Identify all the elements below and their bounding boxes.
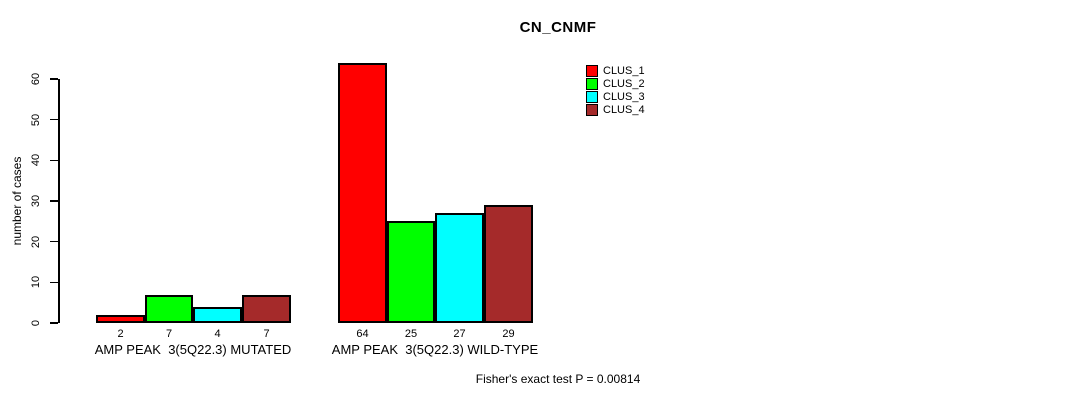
legend-swatch xyxy=(586,103,598,116)
legend-item: CLUS_3 xyxy=(586,90,645,103)
bar-clus_3-group1 xyxy=(193,307,242,323)
legend-item: CLUS_2 xyxy=(586,77,645,90)
y-tick-label: 60 xyxy=(30,72,42,86)
legend-label: CLUS_1 xyxy=(603,64,645,77)
y-tick xyxy=(50,159,58,162)
y-tick xyxy=(50,78,58,80)
chart-title: CN_CNMF xyxy=(519,19,597,36)
bar-clus_4-group2 xyxy=(484,205,533,323)
y-tick xyxy=(50,281,58,284)
y-tick xyxy=(50,322,58,324)
y-tick xyxy=(50,240,58,243)
y-tick-label: 40 xyxy=(30,154,42,167)
y-tick-label: 10 xyxy=(30,276,42,289)
y-axis-label: number of cases xyxy=(10,156,24,246)
bar-value-label: 25 xyxy=(404,328,418,340)
bar-value-label: 7 xyxy=(263,328,270,340)
legend-swatch xyxy=(586,90,598,103)
y-axis-line xyxy=(58,79,60,323)
bar-clus_1-group2 xyxy=(338,63,387,323)
y-tick-label: 50 xyxy=(30,113,42,126)
legend-label: CLUS_3 xyxy=(603,90,645,103)
bar-clus_2-group1 xyxy=(145,295,193,323)
y-tick xyxy=(50,118,58,121)
y-tick xyxy=(50,200,58,202)
bar-clus_1-group1 xyxy=(96,315,145,323)
bar-clus_4-group1 xyxy=(242,295,291,323)
y-tick-label: 20 xyxy=(30,235,42,248)
category-label: AMP PEAK 3(5Q22.3) MUTATED xyxy=(94,342,292,357)
bar-clus_2-group2 xyxy=(387,221,435,323)
legend-label: CLUS_4 xyxy=(603,103,645,116)
legend: CLUS_1 CLUS_2 CLUS_3 CLUS_4 xyxy=(586,64,645,116)
footnote-fisher-test: Fisher's exact test P = 0.00814 xyxy=(475,372,641,386)
bar-value-label: 4 xyxy=(214,328,221,340)
y-tick-label: 0 xyxy=(30,319,42,327)
legend-label: CLUS_2 xyxy=(603,77,645,90)
bar-value-label: 64 xyxy=(356,328,369,340)
legend-item: CLUS_1 xyxy=(586,64,645,77)
bar-value-label: 7 xyxy=(165,328,173,340)
bar-clus_3-group2 xyxy=(435,213,484,323)
legend-item: CLUS_4 xyxy=(586,103,645,116)
bar-value-label: 2 xyxy=(117,328,124,340)
y-tick-label: 30 xyxy=(30,194,42,208)
bar-value-label: 27 xyxy=(453,328,466,340)
legend-swatch xyxy=(586,64,598,77)
category-label: AMP PEAK 3(5Q22.3) WILD-TYPE xyxy=(331,342,539,357)
bar-value-label: 29 xyxy=(502,328,515,340)
legend-swatch xyxy=(586,77,598,90)
